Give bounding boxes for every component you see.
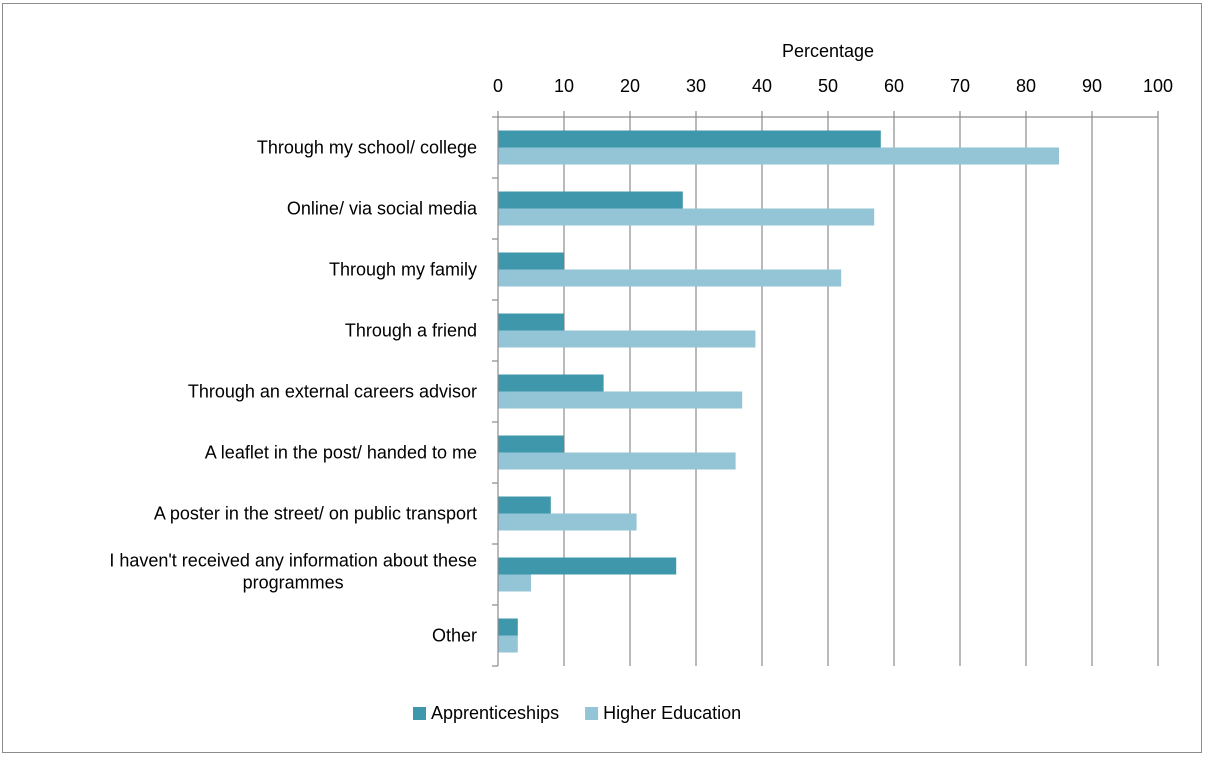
category-label: Through my family (329, 260, 477, 280)
legend: Apprenticeships Higher Education (413, 703, 741, 723)
x-tick-label: 20 (620, 76, 640, 96)
bar-higher-education (498, 635, 518, 653)
bar-apprenticeships (498, 618, 518, 636)
x-axis-title: Percentage (782, 41, 874, 61)
bar-higher-education (498, 391, 743, 409)
x-tick-label: 80 (1016, 76, 1036, 96)
category-label: Through an external careers advisor (188, 382, 477, 402)
x-tick-label: 30 (686, 76, 706, 96)
x-tick-label: 70 (950, 76, 970, 96)
bar-higher-education (498, 513, 637, 531)
legend-label: Higher Education (603, 703, 741, 723)
chart-frame: Percentage 0 10 20 30 40 50 60 70 80 90 100 Through… (2, 3, 1202, 753)
category-label: Other (432, 626, 477, 646)
legend-swatch-apprenticeships (413, 707, 426, 720)
bar-higher-education (498, 330, 756, 348)
x-tick-label: 60 (884, 76, 904, 96)
category-label: A leaflet in the post/ handed to me (205, 443, 477, 463)
x-tick-label: 40 (752, 76, 772, 96)
legend-swatch-higher-education (585, 707, 599, 720)
bar-apprenticeships (498, 435, 564, 453)
bar-apprenticeships (498, 313, 564, 331)
x-tick-label: 90 (1082, 76, 1102, 96)
bar-chart: Percentage 0 10 20 30 40 50 60 70 80 90 100 Through… (109, 41, 1173, 723)
bar-apprenticeships (498, 130, 881, 148)
bar-apprenticeships (498, 557, 677, 575)
bar-higher-education (498, 269, 842, 287)
bar-apprenticeships (498, 252, 564, 270)
bar-apprenticeships (498, 191, 683, 209)
bar-higher-education (498, 208, 875, 226)
x-tick-label: 100 (1143, 76, 1173, 96)
category-label: Through my school/ college (257, 138, 477, 158)
bar-higher-education (498, 452, 736, 470)
x-tick-label: 50 (818, 76, 838, 96)
category-label: Through a friend (345, 321, 477, 341)
bar-higher-education (498, 574, 531, 592)
bar-apprenticeships (498, 496, 551, 514)
x-tick-label: 10 (554, 76, 574, 96)
category-label: A poster in the street/ on public transp… (154, 504, 477, 524)
x-tick-label: 0 (493, 76, 503, 96)
bar-higher-education (498, 147, 1059, 165)
legend-label: Apprenticeships (431, 703, 559, 723)
category-label: I haven't received any information about… (109, 551, 477, 593)
bar-apprenticeships (498, 374, 604, 392)
category-label: Online/ via social media (287, 199, 478, 219)
